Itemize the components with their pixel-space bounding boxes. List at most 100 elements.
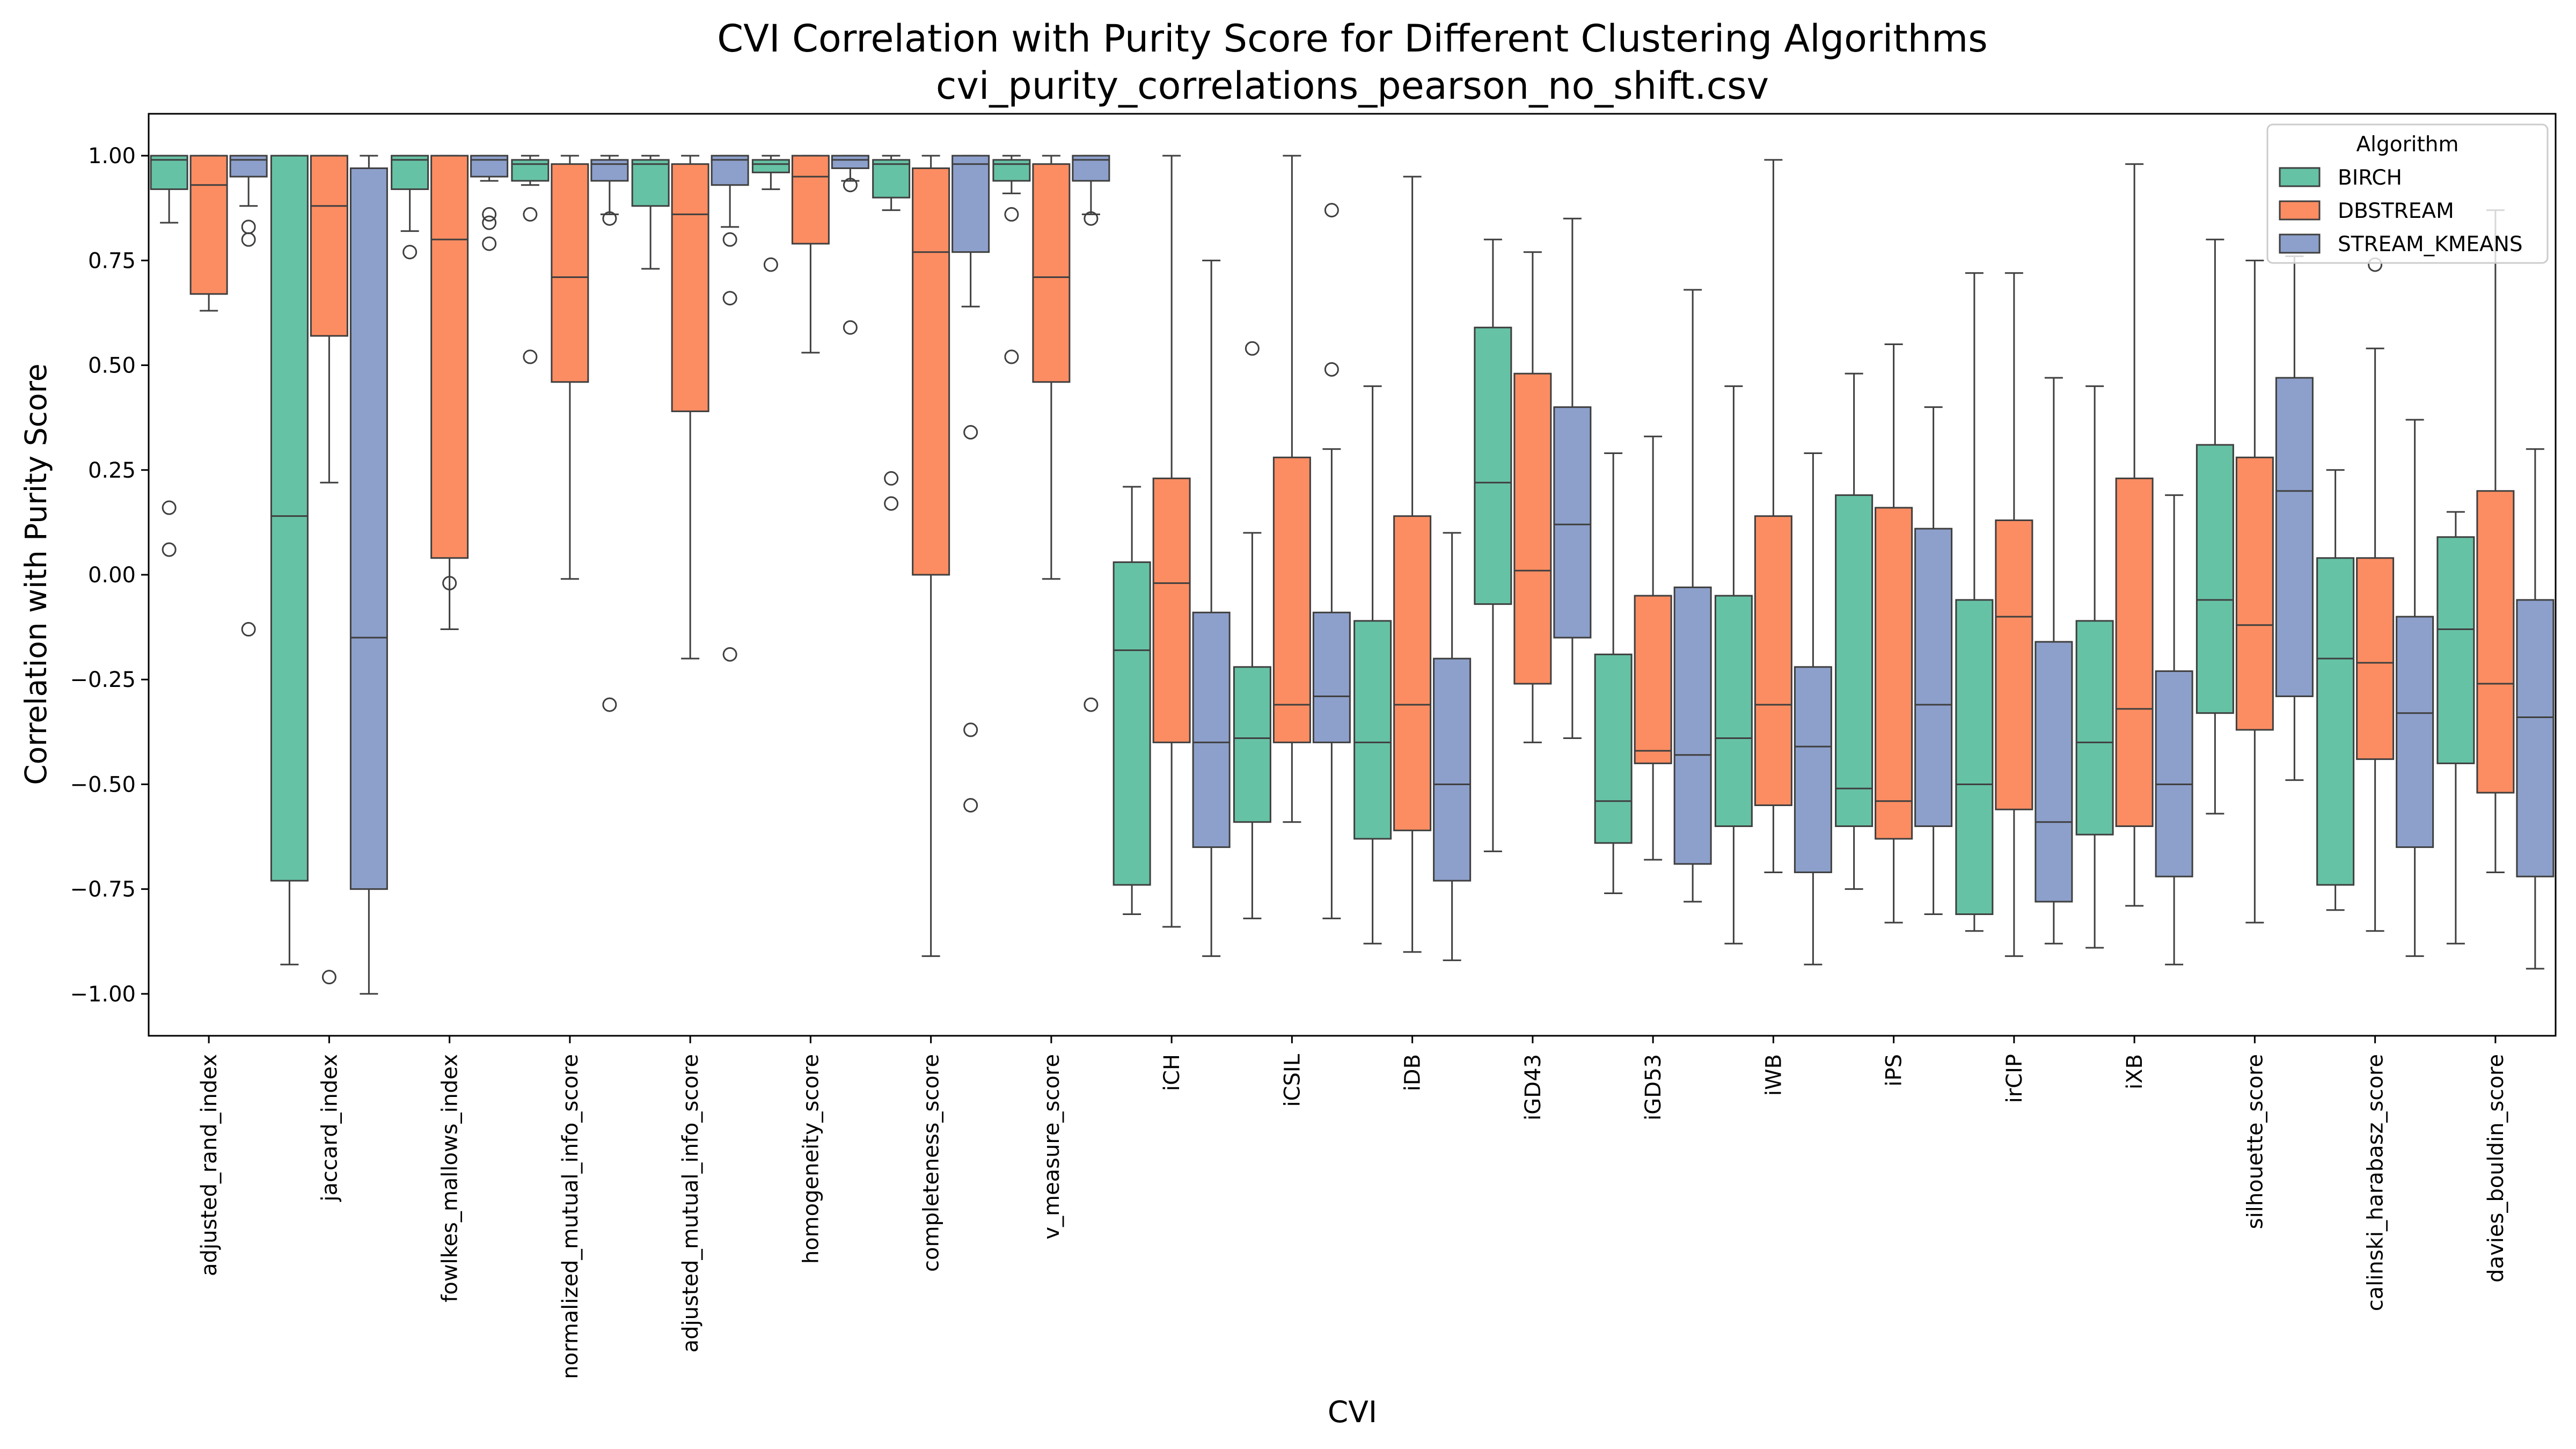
box-iqr xyxy=(1113,561,1151,886)
box-iqr xyxy=(1995,519,2033,810)
box-stream-kmeans-adjusted-mutual-info-score xyxy=(711,155,749,662)
outlier-point xyxy=(963,798,978,813)
box-dbstream-fowlkes-mallows-index xyxy=(430,155,469,631)
box-iqr xyxy=(229,155,268,178)
legend-label: STREAM_KMEANS xyxy=(2338,232,2523,257)
box-stream-kmeans-iCSIL xyxy=(1312,203,1351,919)
box-stream-kmeans-davies-bouldin-score xyxy=(2516,448,2555,970)
box-iqr xyxy=(1433,657,1472,882)
box-birch-v-measure-score xyxy=(992,155,1031,364)
outlier-point xyxy=(763,257,778,272)
x-tick-label: iGD43 xyxy=(1521,1054,1546,1121)
y-tick-label: −0.75 xyxy=(70,877,136,902)
box-stream-kmeans-v-measure-score xyxy=(1072,155,1110,712)
box-dbstream-iWB xyxy=(1754,159,1792,873)
x-tick-label: jaccard_index xyxy=(317,1054,342,1202)
outlier-point xyxy=(241,219,256,235)
box-dbstream-iCH xyxy=(1152,155,1191,928)
outlier-point xyxy=(162,542,177,557)
y-tick-label: 0.75 xyxy=(88,248,136,273)
box-stream-kmeans-calinski-harabasz-score xyxy=(2396,419,2434,957)
outlier-point xyxy=(722,232,737,247)
box-iqr xyxy=(1192,611,1231,848)
outlier-point xyxy=(722,291,737,306)
box-iqr xyxy=(2316,557,2355,886)
legend: Algorithm BIRCH DBSTREAM STREAM_KMEANS xyxy=(2266,123,2549,264)
box-birch-adjusted-rand-index xyxy=(150,155,188,557)
outlier-point xyxy=(402,245,418,260)
outlier-point xyxy=(1084,697,1099,712)
box-iqr xyxy=(1152,477,1191,743)
box-stream-kmeans-normalized-mutual-info-score xyxy=(590,155,629,712)
box-stream-kmeans-homogeneity-score xyxy=(831,155,869,335)
box-iqr xyxy=(1914,528,1953,828)
box-iqr xyxy=(310,155,348,337)
box-birch-iPS xyxy=(1835,372,1874,890)
box-iqr xyxy=(590,159,629,182)
box-stream-kmeans-irCIP xyxy=(2035,377,2073,945)
box-iqr xyxy=(2476,490,2515,794)
box-iqr xyxy=(1754,515,1792,806)
x-tick-label: completeness_score xyxy=(919,1054,944,1272)
box-iqr xyxy=(430,155,469,559)
box-stream-kmeans-iGD53 xyxy=(1673,289,1712,903)
box-dbstream-adjusted-mutual-info-score xyxy=(671,155,709,660)
box-birch-iGD53 xyxy=(1594,452,1633,894)
y-tick-label: 1.00 xyxy=(88,144,136,169)
box-iqr xyxy=(1794,666,1832,873)
box-iqr xyxy=(992,159,1031,182)
box-iqr xyxy=(1835,494,1874,828)
outlier-point xyxy=(884,471,899,486)
y-tick-label: 0.50 xyxy=(88,354,136,378)
box-stream-kmeans-adjusted-rand-index xyxy=(229,155,268,637)
box-iqr xyxy=(631,159,670,207)
outlier-point xyxy=(162,500,177,515)
outlier-point xyxy=(523,207,538,222)
box-dbstream-v-measure-score xyxy=(1032,155,1071,580)
box-dbstream-homogeneity-score xyxy=(791,155,830,354)
x-tick-label: iPS xyxy=(1882,1054,1907,1087)
box-iqr xyxy=(952,155,990,253)
box-iqr xyxy=(1875,507,1913,840)
y-tick-label: 0.25 xyxy=(88,458,136,483)
x-tick-label: adjusted_mutual_info_score xyxy=(678,1054,703,1352)
outlier-point xyxy=(321,970,336,985)
chart-title: CVI Correlation with Purity Score for Di… xyxy=(717,17,1987,61)
box-iqr xyxy=(189,155,228,295)
plot-area: 1.00 0.75 0.50 0.25 0.00 −0.25 −0.50 −0.75 −1.00… xyxy=(70,144,2555,1379)
box-stream-kmeans-iPS xyxy=(1914,406,1953,916)
box-iqr xyxy=(912,167,950,576)
box-iqr xyxy=(872,159,911,199)
outlier-point xyxy=(482,207,497,222)
x-tick-label: v_measure_score xyxy=(1040,1054,1064,1240)
box-iqr xyxy=(511,159,550,182)
box-iqr xyxy=(2115,477,2154,828)
outlier-point xyxy=(241,622,256,637)
box-dbstream-normalized-mutual-info-score xyxy=(551,155,589,580)
outlier-point xyxy=(523,349,538,364)
y-tick-label: −0.50 xyxy=(70,772,136,797)
box-birch-iXB xyxy=(2075,385,2114,949)
box-birch-silhouette-score xyxy=(2196,238,2234,815)
outlier-point xyxy=(1324,203,1339,218)
box-dbstream-calinski-harabasz-score xyxy=(2356,257,2395,932)
box-iqr xyxy=(2356,557,2395,760)
x-tick-label: iXB xyxy=(2123,1054,2147,1089)
x-tick-label: adjusted_rand_index xyxy=(197,1054,222,1276)
x-tick-label: iCSIL xyxy=(1280,1053,1305,1107)
outlier-point xyxy=(602,697,617,712)
box-dbstream-iDB xyxy=(1393,175,1432,953)
outlier-point xyxy=(241,232,256,247)
y-tick-label: −0.25 xyxy=(70,668,136,692)
box-birch-fowlkes-mallows-index xyxy=(391,155,429,260)
legend-label: DBSTREAM xyxy=(2338,199,2454,223)
outlier-point xyxy=(1245,341,1260,356)
legend-swatch xyxy=(2279,233,2321,254)
plot-frame xyxy=(148,113,2557,1037)
box-iqr xyxy=(2155,670,2193,877)
outlier-point xyxy=(1004,207,1019,222)
box-iqr xyxy=(1594,653,1633,844)
box-dbstream-irCIP xyxy=(1995,272,2033,957)
box-iqr xyxy=(470,155,509,178)
